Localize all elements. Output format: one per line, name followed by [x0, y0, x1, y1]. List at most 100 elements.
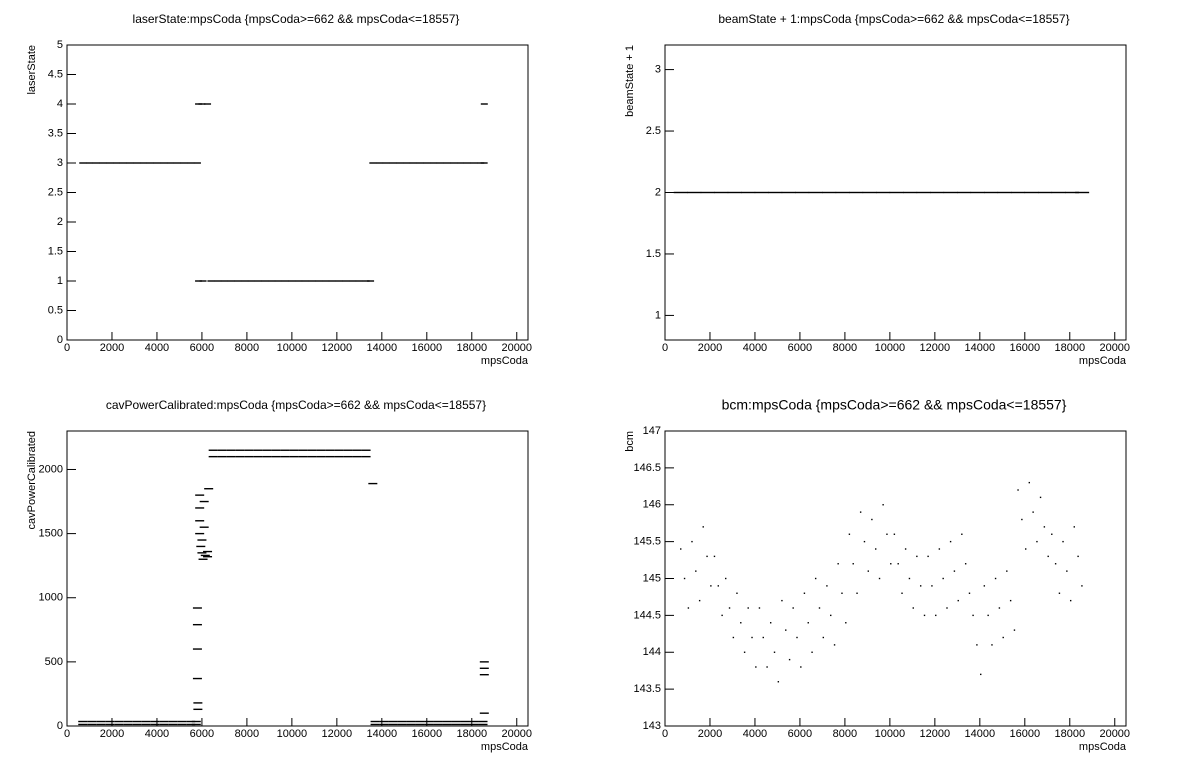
x-tick-label: 4000 [145, 342, 169, 354]
point [208, 449, 218, 451]
point [191, 720, 201, 723]
point [1043, 526, 1046, 528]
point [177, 723, 187, 726]
point [946, 607, 948, 609]
x-axis-label: mpsCoda [1079, 741, 1127, 753]
point [195, 532, 205, 535]
point [916, 191, 931, 194]
point [751, 636, 753, 639]
point [397, 723, 407, 726]
y-axis-label: laserState [26, 45, 38, 95]
point [203, 555, 213, 558]
x-tick-label: 14000 [367, 342, 398, 354]
point [406, 723, 416, 726]
x-tick-label: 10000 [277, 728, 308, 740]
point [808, 191, 823, 194]
y-tick-label: 143.5 [633, 683, 661, 695]
point [180, 162, 188, 164]
point [316, 455, 326, 458]
point [423, 162, 431, 164]
point [217, 455, 227, 458]
point [369, 162, 377, 164]
point [114, 723, 124, 726]
point [897, 563, 899, 565]
point [777, 681, 780, 683]
point [811, 651, 813, 653]
point [479, 712, 489, 714]
point [1077, 555, 1079, 558]
point [362, 280, 370, 282]
x-tick-label: 0 [64, 342, 70, 354]
point [126, 162, 134, 164]
x-tick-label: 2000 [100, 342, 124, 354]
x-tick-label: 18000 [1054, 728, 1085, 740]
point [396, 162, 404, 164]
point [79, 162, 87, 164]
point [478, 723, 488, 726]
point [96, 723, 106, 726]
point [964, 563, 967, 565]
point [480, 103, 488, 105]
point [994, 577, 997, 580]
point [893, 533, 896, 535]
point [191, 723, 201, 726]
point [193, 708, 203, 711]
point [1009, 599, 1012, 602]
point [457, 162, 465, 164]
point [166, 162, 174, 164]
point [938, 548, 941, 550]
point [1075, 191, 1090, 194]
point [280, 449, 290, 451]
y-tick-label: 3.5 [48, 127, 63, 139]
point [762, 636, 764, 639]
point [470, 162, 478, 164]
x-tick-label: 18000 [456, 342, 487, 354]
point [479, 661, 489, 663]
point [904, 548, 907, 550]
point [139, 162, 147, 164]
point [261, 280, 269, 282]
point [1021, 518, 1023, 521]
point [198, 558, 208, 560]
x-tick-label: 0 [662, 342, 668, 354]
point [274, 280, 282, 282]
point [409, 162, 417, 164]
point [146, 162, 154, 164]
point [803, 592, 806, 594]
y-tick-label: 145 [643, 572, 661, 584]
pad: cavPowerCalibrated:mpsCoda {mpsCoda>=662… [26, 398, 532, 753]
point [132, 723, 142, 726]
point [1025, 548, 1027, 550]
point [226, 449, 236, 451]
point [890, 563, 892, 565]
point [208, 455, 218, 458]
pad: beamState + 1:mpsCoda {mpsCoda>=662 && m… [624, 12, 1130, 367]
point [195, 280, 203, 282]
point [403, 162, 411, 164]
point [388, 723, 398, 726]
point [150, 723, 160, 726]
point [119, 162, 127, 164]
point [289, 455, 299, 458]
point [871, 518, 873, 521]
point [379, 723, 389, 726]
x-tick-label: 0 [662, 728, 668, 740]
point [878, 577, 881, 580]
point [361, 455, 371, 458]
point [957, 191, 972, 194]
point [376, 162, 384, 164]
point [133, 162, 141, 164]
point [807, 622, 809, 624]
x-tick-label: 6000 [190, 728, 214, 740]
x-tick-label: 12000 [920, 342, 951, 354]
point [728, 607, 731, 609]
x-tick-label: 2000 [100, 728, 124, 740]
point [876, 191, 891, 194]
point [479, 673, 489, 676]
point [254, 280, 262, 282]
point [863, 540, 866, 543]
point [112, 162, 120, 164]
point [271, 449, 281, 451]
point [415, 723, 425, 726]
